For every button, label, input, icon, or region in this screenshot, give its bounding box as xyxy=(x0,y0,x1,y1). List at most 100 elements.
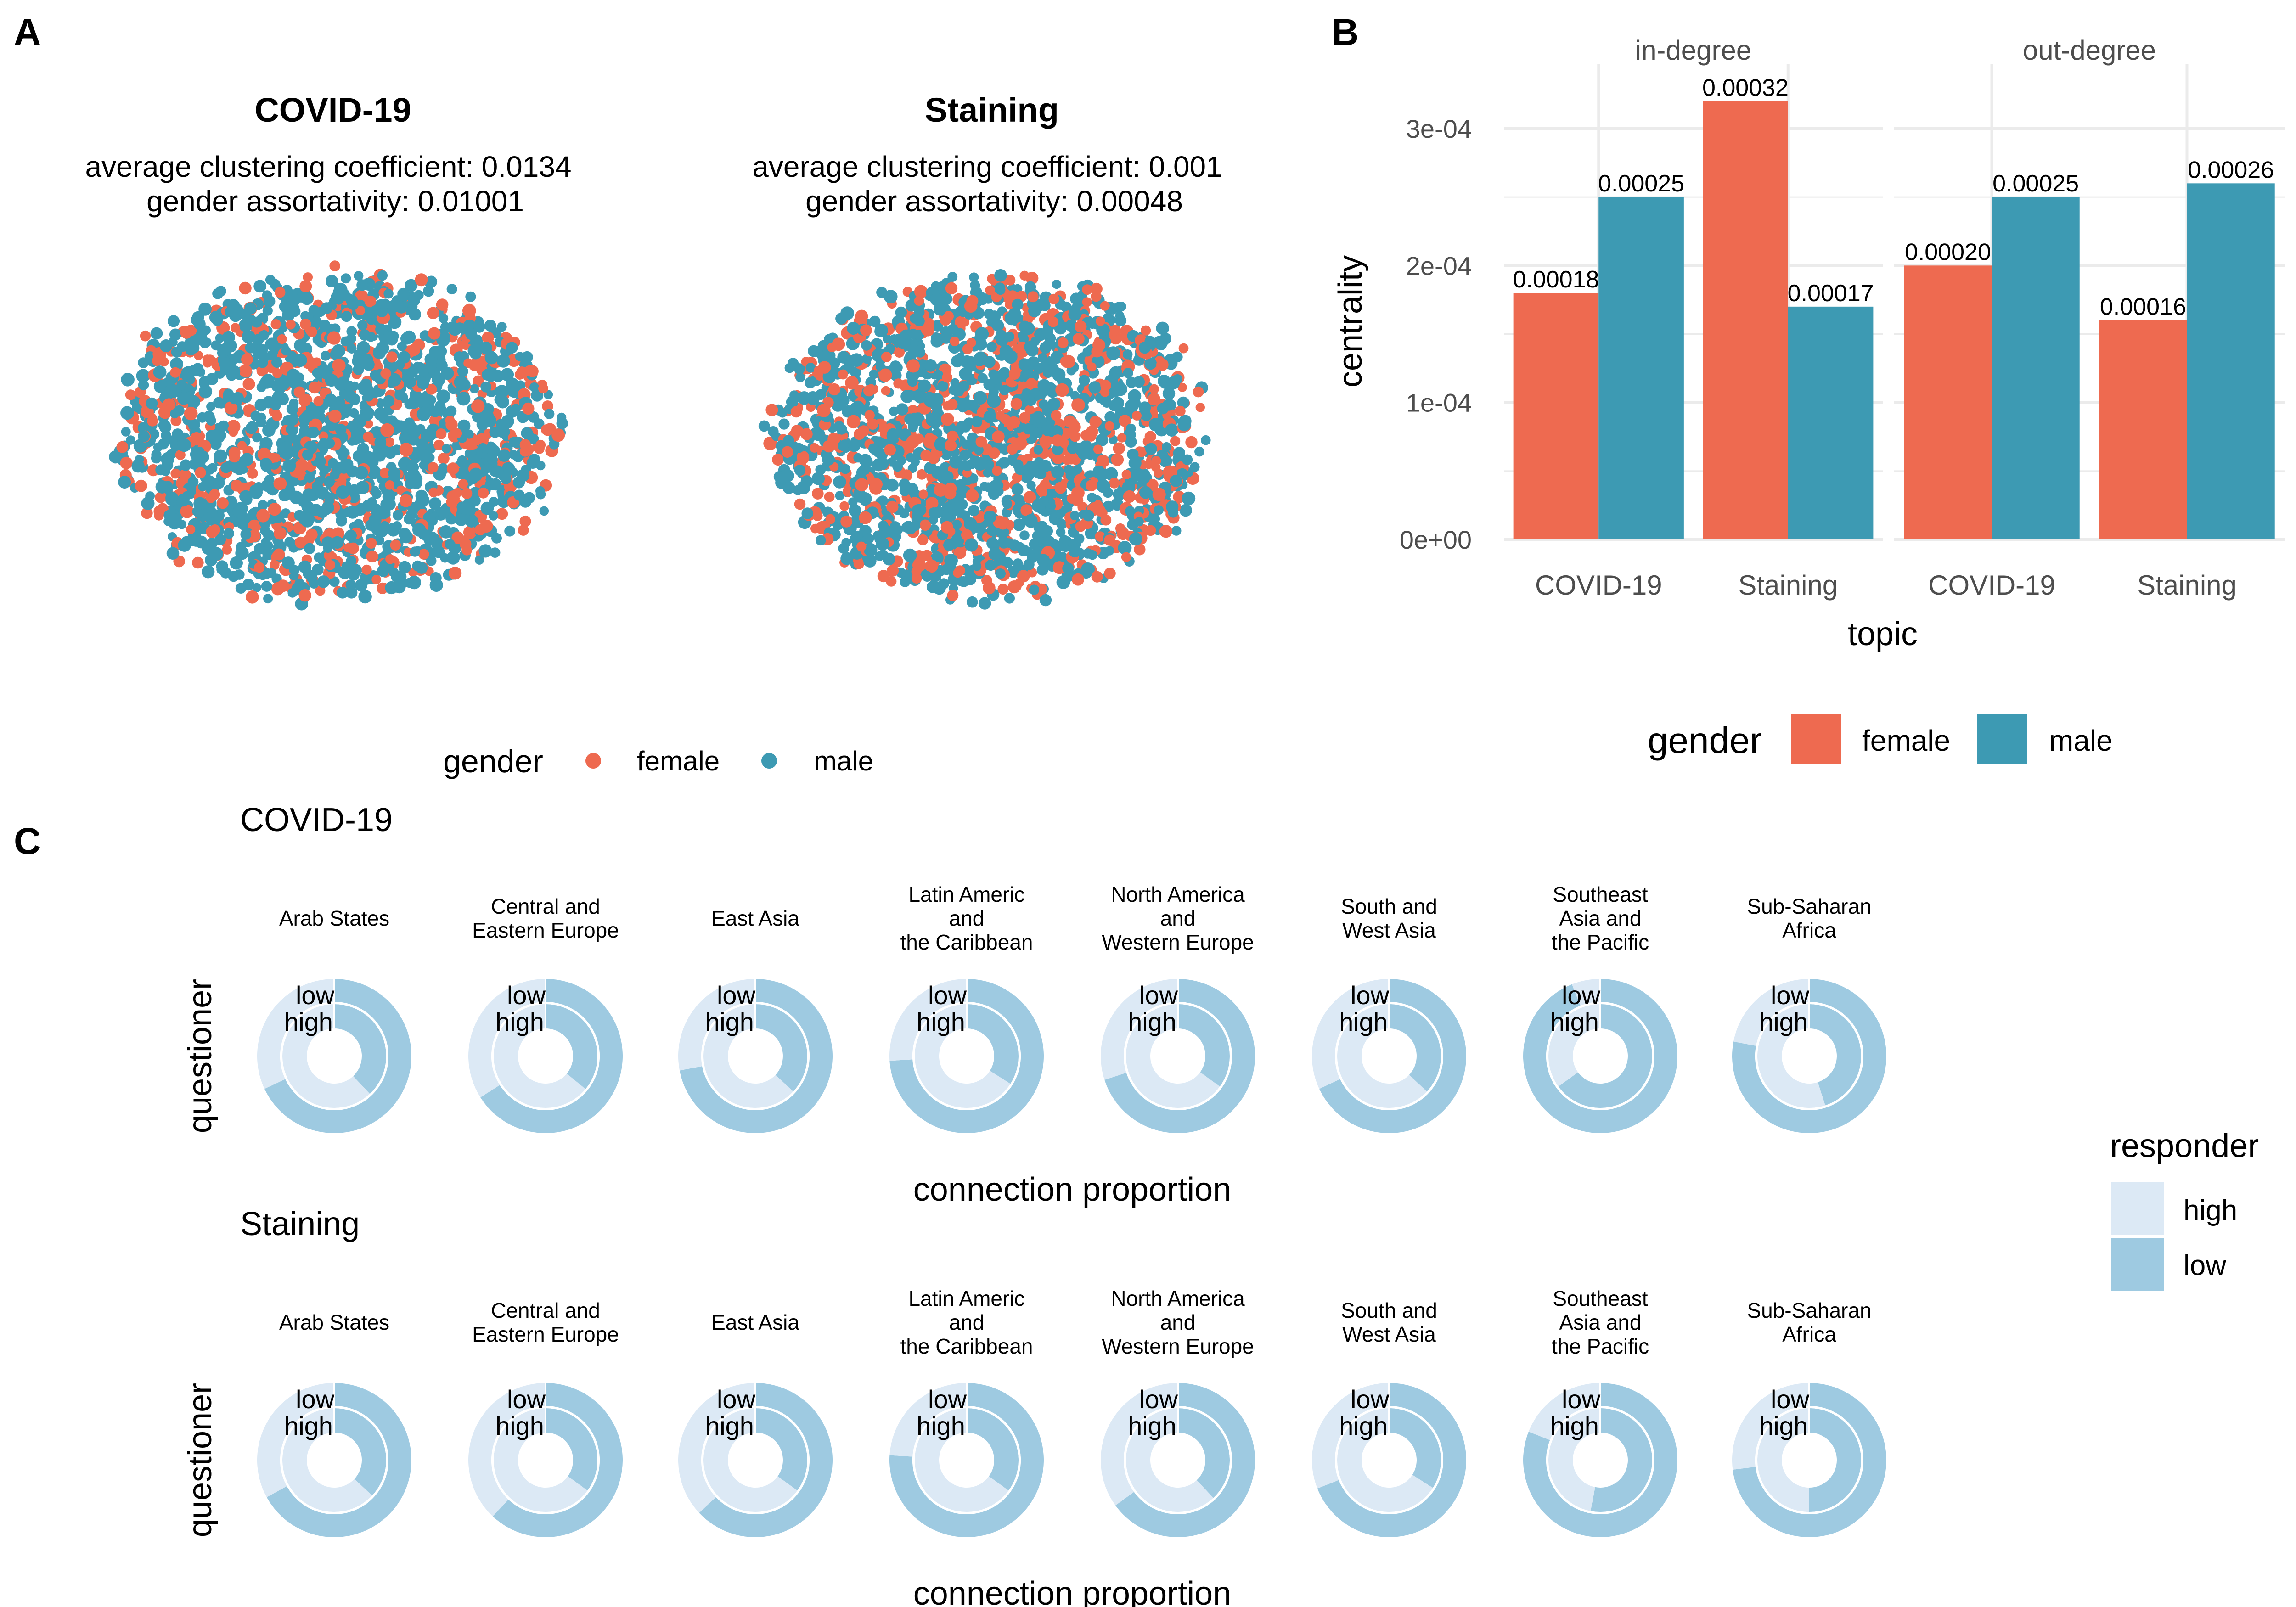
outer-ring-high xyxy=(1572,979,1600,1006)
network-node xyxy=(320,504,332,516)
network-node xyxy=(974,445,984,455)
network-node xyxy=(218,420,229,431)
network-node xyxy=(1070,303,1080,314)
legend-female-dot xyxy=(585,753,601,769)
network-node xyxy=(984,511,996,523)
network-node xyxy=(491,533,502,544)
network-node xyxy=(416,407,431,421)
row-title: COVID-19 xyxy=(240,802,393,838)
network-node xyxy=(881,351,892,362)
network-node xyxy=(427,307,439,320)
network-node xyxy=(435,428,447,439)
network-node xyxy=(428,497,442,510)
network-node xyxy=(457,419,471,433)
network-node xyxy=(913,307,925,318)
network-node xyxy=(484,369,498,382)
inner-ring-high xyxy=(282,1004,370,1108)
outer-ring-low xyxy=(1317,1382,1466,1537)
network-node xyxy=(207,516,217,526)
network-node xyxy=(518,524,529,536)
network-node xyxy=(163,510,174,521)
network-node xyxy=(1172,351,1183,363)
region-label: North America xyxy=(1111,1287,1245,1310)
network-node xyxy=(847,321,860,335)
ring-label-low: low xyxy=(296,981,335,1010)
network-node xyxy=(177,392,191,405)
network-node xyxy=(392,521,402,531)
network-node xyxy=(168,435,178,446)
network-node xyxy=(333,294,344,305)
network-node xyxy=(261,537,270,547)
outer-ring-high xyxy=(468,1383,546,1517)
inner-ring-high xyxy=(1126,1408,1214,1512)
network-node xyxy=(1020,504,1033,517)
network-node xyxy=(1148,513,1160,525)
network-node xyxy=(385,480,394,490)
network-node xyxy=(1177,382,1187,392)
network-node xyxy=(408,425,421,438)
ring-label-low: low xyxy=(1139,981,1178,1010)
ring-label-low: low xyxy=(1351,981,1390,1010)
network-node xyxy=(298,497,309,507)
network-node xyxy=(1149,384,1159,394)
network-node xyxy=(306,572,318,583)
network-node xyxy=(212,288,224,299)
inner-ring-low xyxy=(1590,1408,1652,1512)
facet-out-degree: out-degree 0.00020 0.00025 COVID-19 0.00016 0… xyxy=(1894,35,2285,601)
outer-ring-high xyxy=(889,1383,967,1457)
network-node xyxy=(229,394,239,405)
network-node xyxy=(519,515,531,527)
network-node xyxy=(418,549,429,560)
network-node xyxy=(863,554,877,568)
network-node xyxy=(479,341,493,354)
network-node xyxy=(924,433,935,443)
outer-ring-low xyxy=(1732,979,1887,1133)
network-node xyxy=(301,410,314,422)
region-label: North America xyxy=(1111,882,1245,906)
network-node xyxy=(1052,434,1064,447)
network-node xyxy=(428,327,441,340)
network-node xyxy=(337,461,351,474)
network-node xyxy=(983,468,993,478)
network-node xyxy=(180,505,194,518)
network-node xyxy=(485,478,497,490)
network-node xyxy=(1162,387,1176,400)
network-node xyxy=(1144,336,1156,347)
network-node xyxy=(535,461,546,471)
outer-ring-high xyxy=(889,979,967,1061)
network-node xyxy=(433,439,445,451)
network-node xyxy=(977,373,988,383)
ring-label-low: low xyxy=(1139,1385,1178,1414)
network-node xyxy=(893,378,904,389)
network-node xyxy=(309,381,321,394)
network-node xyxy=(186,524,196,534)
network-node xyxy=(397,287,410,300)
ring-label-high: high xyxy=(705,1411,754,1440)
network-node xyxy=(851,512,862,523)
network-node xyxy=(190,432,203,446)
network-node xyxy=(1015,542,1025,552)
network-node xyxy=(1090,282,1103,295)
network-node xyxy=(797,481,810,494)
network-node xyxy=(235,546,249,560)
network-node xyxy=(461,545,472,556)
network-node xyxy=(138,379,149,391)
network-node xyxy=(293,353,307,367)
network-node xyxy=(1156,321,1169,335)
network-node xyxy=(312,357,321,367)
network-node xyxy=(805,363,816,373)
region-label: the Caribbean xyxy=(900,930,1033,954)
network-node xyxy=(225,307,235,318)
network-node xyxy=(250,410,261,421)
network-node xyxy=(828,383,841,396)
network-node xyxy=(1081,562,1095,576)
network-node xyxy=(213,397,225,409)
network-node xyxy=(161,454,174,466)
network-node xyxy=(917,534,929,545)
network-node xyxy=(863,385,875,397)
network-node xyxy=(1109,478,1120,489)
region-label: and xyxy=(949,906,985,930)
network-node xyxy=(1104,421,1114,431)
network-node xyxy=(966,489,979,502)
ring-label-high: high xyxy=(1550,1007,1599,1036)
